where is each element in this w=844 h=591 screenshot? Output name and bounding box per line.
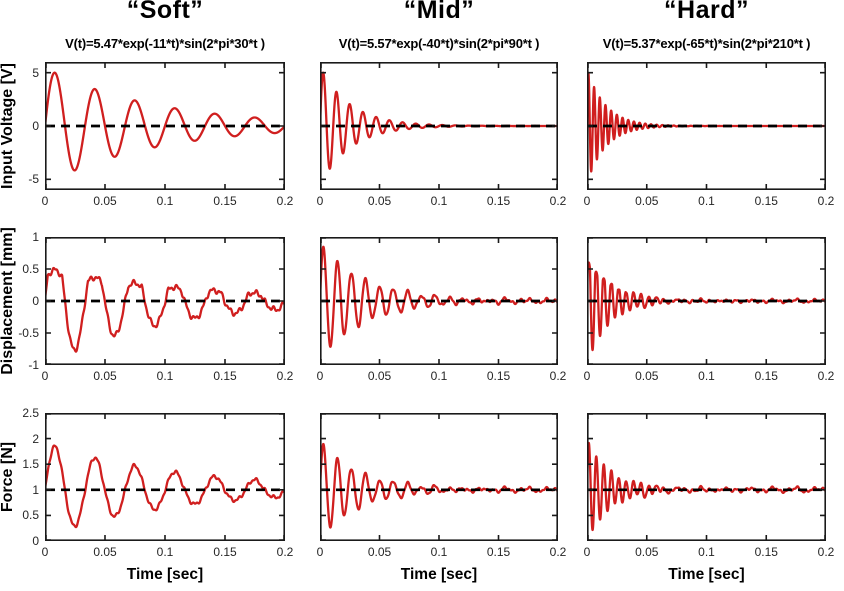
plot-force-mid bbox=[320, 413, 558, 541]
x-tick-label: 0.15 bbox=[213, 545, 237, 559]
x-tick-label: 0.05 bbox=[635, 194, 659, 208]
x-tick-label: 0.15 bbox=[486, 545, 511, 559]
plot-force-hard bbox=[587, 413, 826, 541]
x-tick-label: 0.15 bbox=[486, 194, 511, 208]
y-tick-label: 2.5 bbox=[22, 406, 39, 420]
x-tick-label: 0.15 bbox=[486, 369, 511, 383]
x-tick-label: 0.05 bbox=[367, 545, 392, 559]
x-tick-label: 0.05 bbox=[93, 194, 117, 208]
x-axis-label-time-soft: Time [sec] bbox=[126, 566, 204, 583]
x-tick-label: 0.1 bbox=[430, 545, 448, 559]
x-tick-label: 0.05 bbox=[635, 545, 659, 559]
x-tick-label: 0 bbox=[583, 369, 591, 383]
x-tick-label: 0 bbox=[316, 369, 324, 383]
x-tick-label: 0.1 bbox=[698, 545, 715, 559]
x-tick-label: 0.15 bbox=[754, 194, 778, 208]
plot-displacement-soft bbox=[45, 237, 285, 365]
x-tick-label: 0.15 bbox=[213, 369, 237, 383]
x-tick-label: 0.1 bbox=[698, 194, 715, 208]
x-tick-label: 0 bbox=[583, 194, 591, 208]
plot-input-voltage-hard bbox=[587, 62, 826, 190]
x-tick-label: 0.2 bbox=[549, 545, 567, 559]
x-tick-label: 0.2 bbox=[817, 545, 835, 559]
x-tick-label: 0.2 bbox=[817, 194, 835, 208]
y-tick-label: 0.5 bbox=[22, 508, 39, 523]
plot-displacement-mid bbox=[320, 237, 558, 365]
plot-input-voltage-mid bbox=[320, 62, 558, 190]
x-tick-label: 0.15 bbox=[213, 194, 237, 208]
x-tick-label: 0 bbox=[583, 545, 591, 559]
y-tick-label: 5 bbox=[32, 65, 39, 80]
x-tick-label: 0.1 bbox=[430, 369, 448, 383]
y-tick-label: 0 bbox=[32, 534, 39, 548]
y-tick-label: 1 bbox=[32, 482, 39, 497]
x-tick-label: 0 bbox=[316, 545, 324, 559]
x-tick-label: 0.05 bbox=[367, 194, 392, 208]
y-tick-label: 2 bbox=[32, 431, 39, 446]
x-tick-label: 0.05 bbox=[367, 369, 392, 383]
y-axis-label-displacement: Displacement [mm] bbox=[0, 227, 16, 375]
y-axis-label-force: Force [N] bbox=[0, 441, 16, 513]
x-tick-label: 0.2 bbox=[817, 369, 835, 383]
x-axis-label-time-hard: Time [sec] bbox=[668, 566, 745, 583]
y-tick-label: -5 bbox=[28, 172, 39, 187]
equation-hard: V(t)=5.37*exp(-65*t)*sin(2*pi*210*t ) bbox=[602, 36, 811, 51]
x-tick-label: 0.2 bbox=[549, 194, 567, 208]
x-tick-label: 0.15 bbox=[754, 545, 778, 559]
x-tick-label: 0 bbox=[41, 369, 49, 383]
equation-soft: V(t)=5.47*exp(-11*t)*sin(2*pi*30*t ) bbox=[65, 36, 265, 51]
column-title-hard: “Hard” bbox=[664, 0, 749, 24]
y-tick-label: -0.5 bbox=[18, 326, 39, 340]
y-tick-label: -1 bbox=[28, 358, 39, 372]
plot-displacement-hard bbox=[587, 237, 826, 365]
x-tick-label: 0.15 bbox=[754, 369, 778, 383]
x-tick-label: 0.1 bbox=[156, 194, 174, 208]
x-tick-label: 0.05 bbox=[635, 369, 659, 383]
equation-mid: V(t)=5.57*exp(-40*t)*sin(2*pi*90*t ) bbox=[338, 36, 540, 51]
x-tick-label: 0 bbox=[41, 194, 49, 208]
x-tick-label: 0.05 bbox=[93, 545, 117, 559]
x-tick-label: 0.1 bbox=[430, 194, 448, 208]
column-title-mid: “Mid” bbox=[403, 0, 475, 24]
x-tick-label: 0.2 bbox=[276, 545, 294, 559]
y-tick-label: 0 bbox=[32, 119, 39, 133]
plot-input-voltage-soft bbox=[45, 62, 285, 190]
x-tick-label: 0.1 bbox=[156, 369, 174, 383]
y-tick-label: 0.5 bbox=[22, 262, 39, 276]
x-tick-label: 0.2 bbox=[549, 369, 567, 383]
x-tick-label: 0 bbox=[316, 194, 324, 208]
plot-force-soft bbox=[45, 413, 285, 541]
x-axis-label-time-mid: Time [sec] bbox=[400, 566, 478, 583]
x-tick-label: 0.05 bbox=[93, 369, 117, 383]
y-tick-label: 1.5 bbox=[22, 457, 39, 472]
y-tick-label: 1 bbox=[32, 230, 39, 244]
x-tick-label: 0.1 bbox=[156, 545, 174, 559]
x-tick-label: 0.2 bbox=[276, 369, 294, 383]
y-tick-label: 0 bbox=[32, 294, 39, 308]
y-axis-label-input-voltage: Input Voltage [V] bbox=[0, 63, 16, 189]
column-title-soft: “Soft” bbox=[126, 0, 204, 24]
x-tick-label: 0 bbox=[41, 545, 49, 559]
x-tick-label: 0.1 bbox=[698, 369, 715, 383]
x-tick-label: 0.2 bbox=[276, 194, 294, 208]
